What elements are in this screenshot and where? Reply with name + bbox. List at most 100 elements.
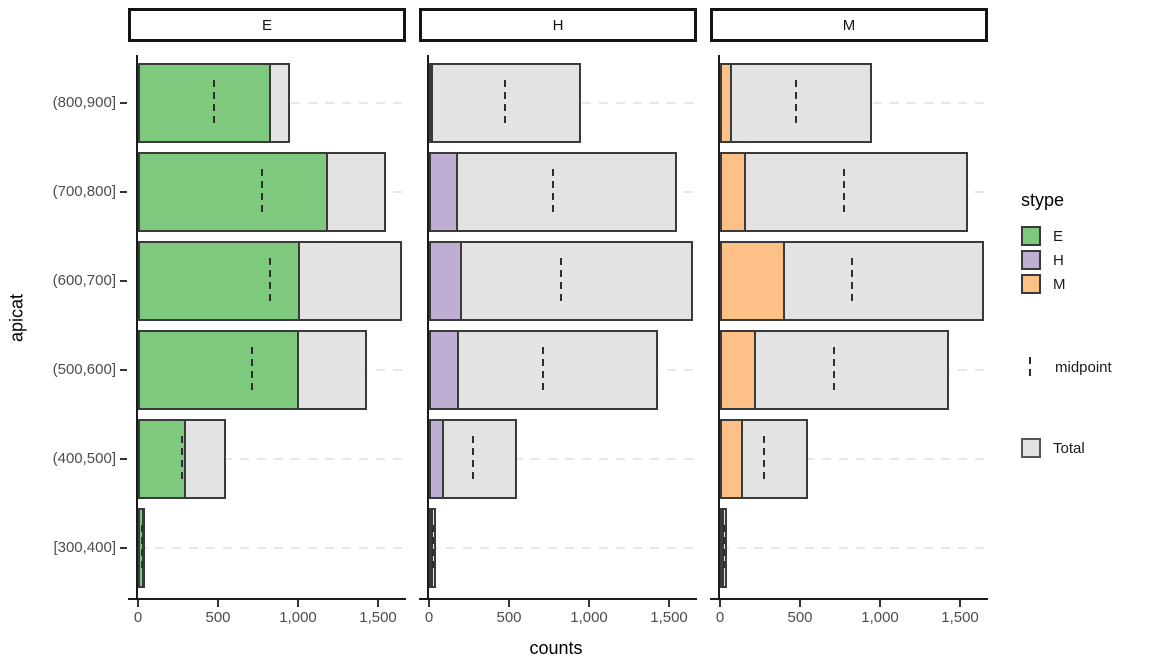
midpoint-line (140, 525, 143, 571)
stype-bar-M (720, 330, 756, 410)
stype-bar-M (720, 419, 744, 499)
x-axis-tick (217, 600, 219, 607)
gridline (429, 547, 695, 549)
legend-key-M: M (1021, 274, 1066, 294)
stype-swatch-M (1021, 274, 1041, 294)
x-axis-line (419, 598, 697, 600)
midpoint-line (763, 436, 765, 482)
x-axis-tick (137, 600, 139, 607)
x-tick-label: 0 (715, 609, 725, 626)
stype-bar-E (138, 63, 271, 143)
midpoint-line (269, 258, 271, 304)
x-tick-label: 500 (787, 609, 813, 626)
x-tick-label: 1,500 (359, 609, 397, 626)
stype-bar-E (138, 241, 300, 321)
y-axis-tick (120, 280, 127, 282)
midpoint-line (431, 525, 434, 571)
facet-strip-E: E (128, 8, 406, 42)
panel-H: 0 500 1,000 1,500 (419, 55, 697, 626)
x-axis-tick (588, 600, 590, 607)
facet-strip-H: H (419, 8, 697, 42)
stype-bar-H (429, 152, 458, 232)
legend-key-label: M (1053, 275, 1066, 293)
x-axis-tick (377, 600, 379, 607)
stype-bar-M (720, 63, 732, 143)
y-axis-tick (120, 458, 127, 460)
facet-strip-label: M (842, 16, 856, 34)
stype-bar-E (138, 330, 299, 410)
legend-total-label: Total (1053, 439, 1085, 457)
x-axis-line (710, 598, 988, 600)
y-tick-label: (500,600] (52, 361, 116, 378)
stype-swatch-E (1021, 226, 1041, 246)
y-axis-tick (120, 547, 127, 549)
total-swatch (1021, 438, 1041, 458)
y-axis-title: apicat (6, 293, 27, 343)
y-tick-label: [300,400] (53, 539, 116, 556)
stype-bar-H (429, 419, 445, 499)
x-tick-label: 1,500 (941, 609, 979, 626)
y-tick-label: (600,700] (52, 272, 116, 289)
legend-key-label: H (1053, 251, 1064, 269)
x-axis-tick (959, 600, 961, 607)
y-tick-label: (400,500] (52, 450, 116, 467)
y-tick-label: (800,900] (52, 94, 116, 111)
gridline (720, 458, 986, 460)
y-axis-tick (120, 191, 127, 193)
midpoint-line (843, 169, 845, 215)
panel-M: 0 500 1,000 1,500 (710, 55, 988, 626)
x-axis-tick (428, 600, 430, 607)
x-axis-line (128, 598, 406, 600)
legend-title: stype (1021, 190, 1065, 210)
stype-bar-E (138, 152, 329, 232)
stype-bar-M (720, 241, 785, 321)
legend-key-E: E (1021, 226, 1063, 246)
midpoint-line (542, 347, 545, 393)
x-axis-tick (508, 600, 510, 607)
y-axis-line (718, 55, 720, 600)
midpoint-line (552, 169, 554, 215)
midpoint-line (833, 347, 836, 393)
x-axis-title: counts (529, 638, 583, 658)
x-axis-tick (297, 600, 299, 607)
x-tick-label: 500 (205, 609, 231, 626)
stype-bar-H (429, 63, 433, 143)
x-tick-label: 1,500 (650, 609, 688, 626)
midpoint-line (851, 258, 853, 304)
y-axis-tick (120, 102, 127, 104)
midpoint-line (722, 525, 725, 571)
stype-bar-H (429, 330, 460, 410)
gridline (720, 547, 986, 549)
x-axis-tick (879, 600, 881, 607)
facet-strip-label: E (261, 16, 272, 34)
gridline (429, 458, 695, 460)
y-axis-line (427, 55, 429, 600)
x-tick-label: 1,000 (279, 609, 317, 626)
legend-key-H: H (1021, 250, 1064, 270)
legend-key-label: E (1053, 227, 1064, 245)
midpoint-line (251, 347, 254, 393)
legend-midpoint-entry: midpoint (1029, 355, 1112, 379)
midpoint-line (472, 436, 474, 482)
stype-bar-H (429, 241, 462, 321)
midpoint-line (213, 80, 215, 126)
y-tick-label: (700,800] (52, 183, 116, 200)
panel-E: 0 500 1,000 1,500 (128, 55, 406, 626)
midpoint-line (560, 258, 562, 304)
legend-total-entry: Total (1021, 436, 1085, 460)
midpoint-line (181, 436, 183, 482)
x-axis-tick (668, 600, 670, 607)
x-tick-label: 0 (133, 609, 143, 626)
x-tick-label: 0 (424, 609, 434, 626)
x-tick-label: 500 (496, 609, 522, 626)
stype-swatch-H (1021, 250, 1041, 270)
gridline (138, 547, 404, 549)
midpoint-dash-icon (1029, 357, 1031, 377)
midpoint-line (795, 80, 797, 126)
stype-bar-M (720, 152, 746, 232)
facet-strip-M: M (710, 8, 988, 42)
x-axis-tick (719, 600, 721, 607)
stype-bar-E (138, 419, 186, 499)
y-axis-line (136, 55, 138, 600)
gridline (138, 458, 404, 460)
